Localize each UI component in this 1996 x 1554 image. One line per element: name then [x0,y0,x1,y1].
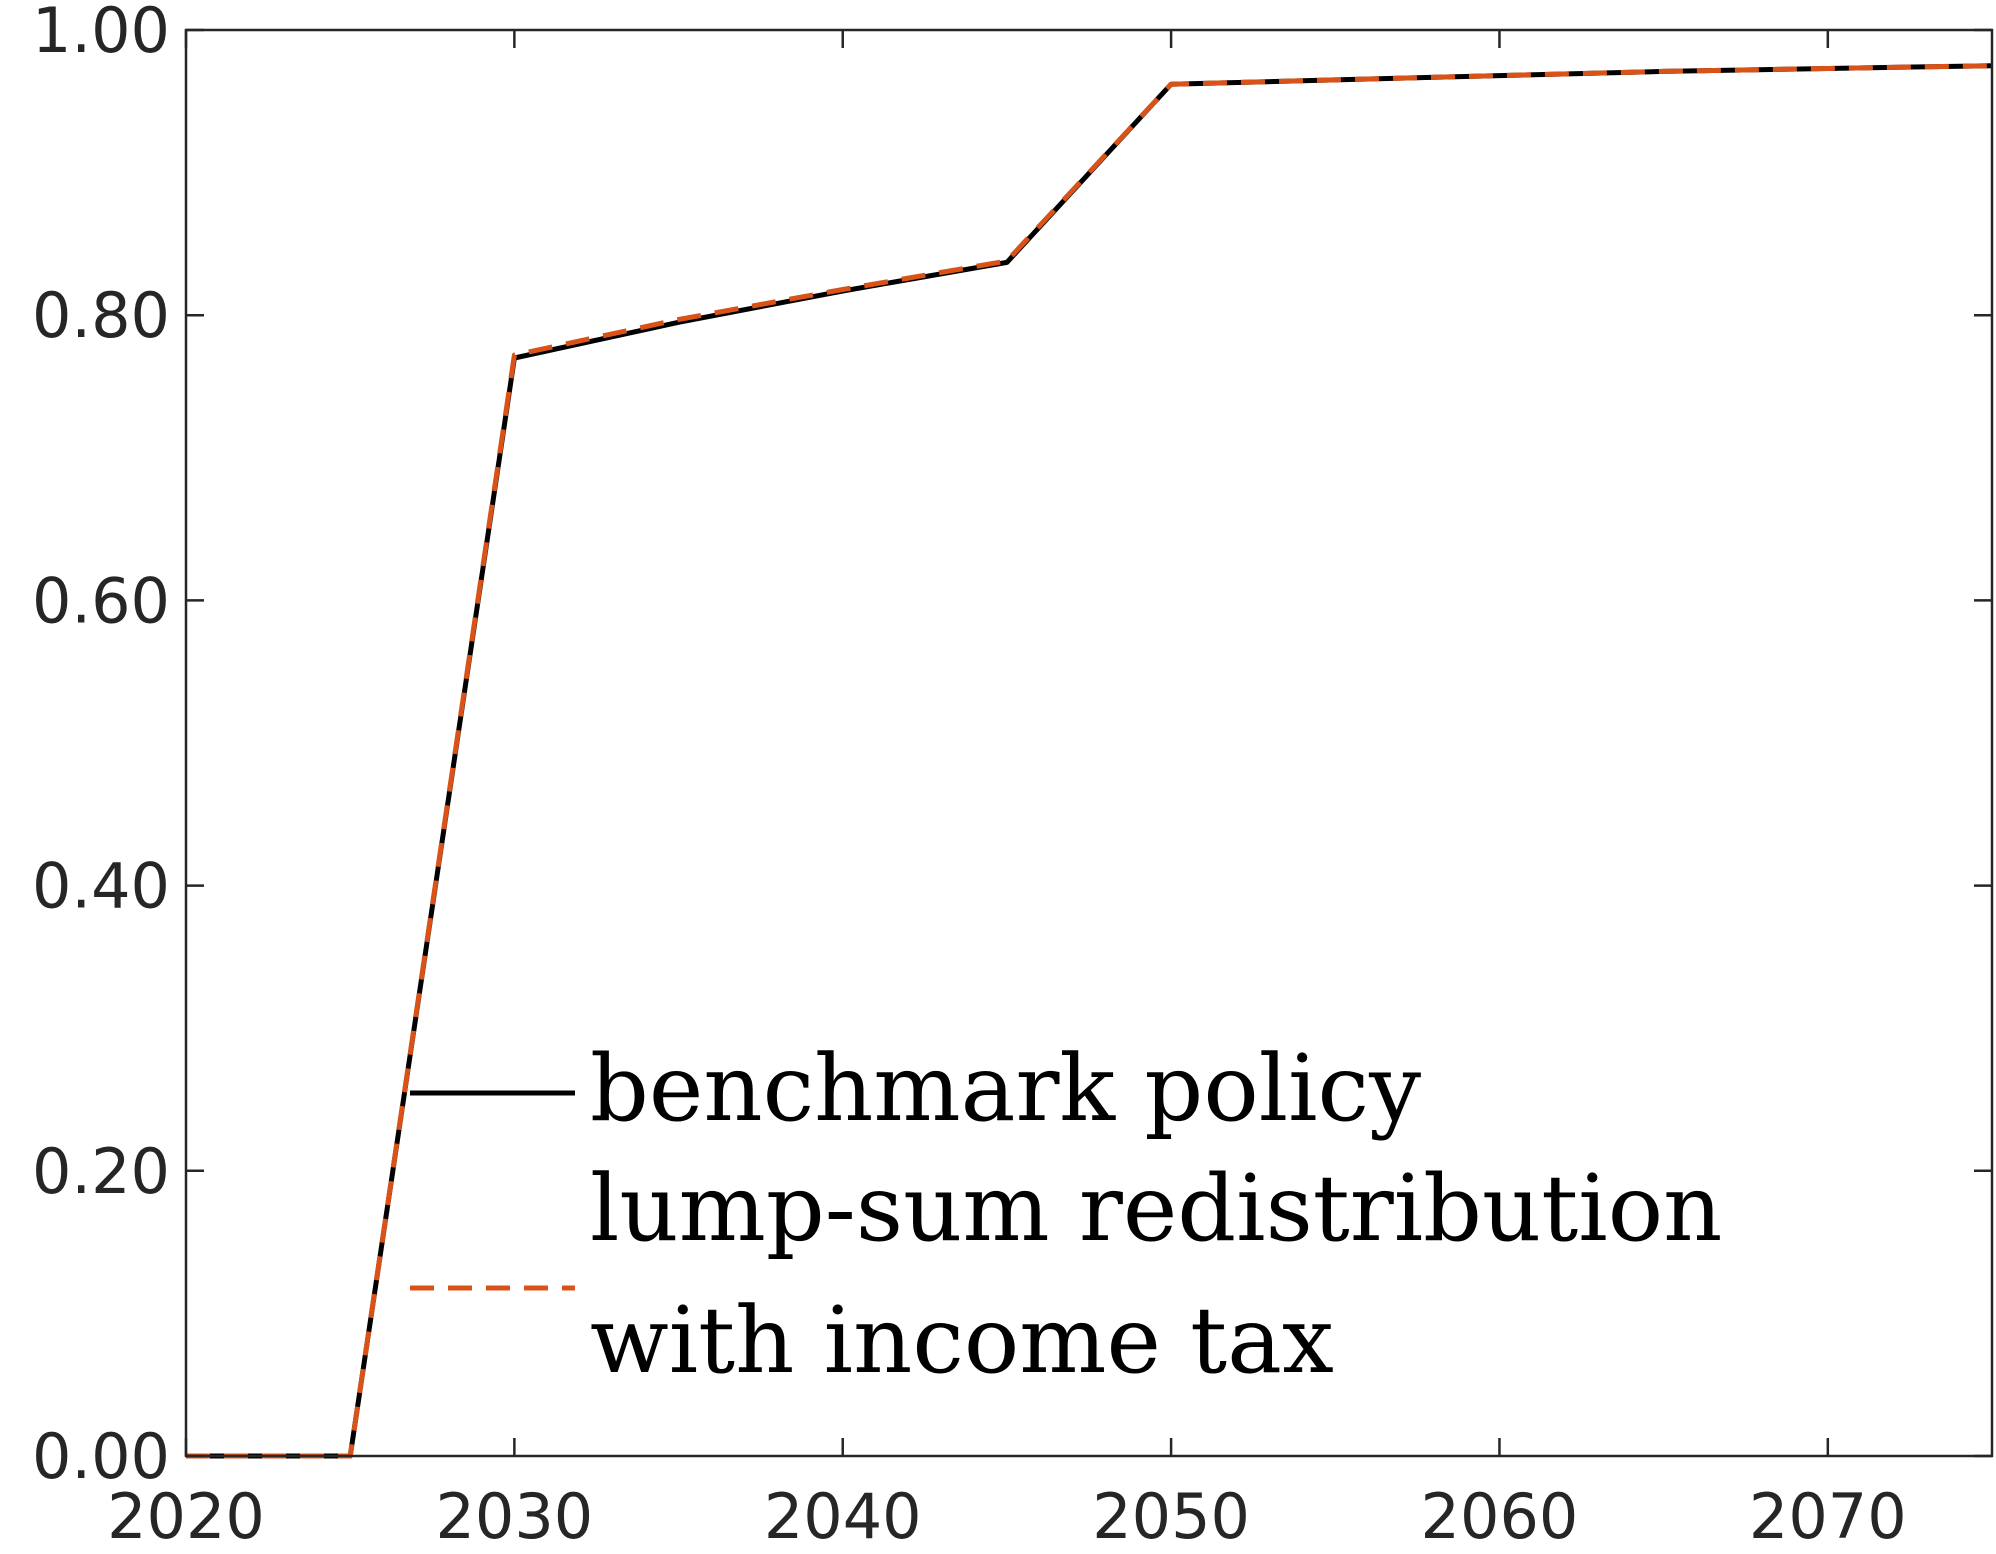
y-tick-label: 0.00 [32,1420,170,1493]
axes-layer: 2020 2030 2040 2050 2060 2070 0.00 0.20 0.40 0.60… [32,0,1994,1553]
axes-frame [184,28,1994,1458]
y-tick-label: 1.00 [32,0,170,67]
x-tick-label: 2040 [764,1480,922,1553]
x-tick-label: 2060 [1421,1480,1579,1553]
plot-area [186,30,1992,1456]
x-tick-label: 2030 [435,1480,593,1553]
x-tick-label: 2020 [107,1480,265,1553]
series-line-benchmark [186,63,1993,1459]
y-tick-label: 0.40 [32,850,170,923]
y-tick-label: 0.20 [32,1135,170,1208]
x-tick-label: 2050 [1092,1480,1250,1553]
y-tick-label: 0.60 [32,564,170,637]
legend-label-income-tax: with income tax [590,1287,1334,1394]
plot-background [186,30,1992,1456]
legend-label-lump-sum: lump-sum redistribution [590,1155,1722,1262]
legend-label-benchmark: benchmark policy [590,1035,1421,1142]
y-tick-label: 0.80 [32,279,170,352]
series-layer [186,63,1993,1459]
x-tick-label: 2070 [1749,1480,1907,1553]
legend: benchmark policy lump-sum redistribution… [410,1035,1722,1394]
